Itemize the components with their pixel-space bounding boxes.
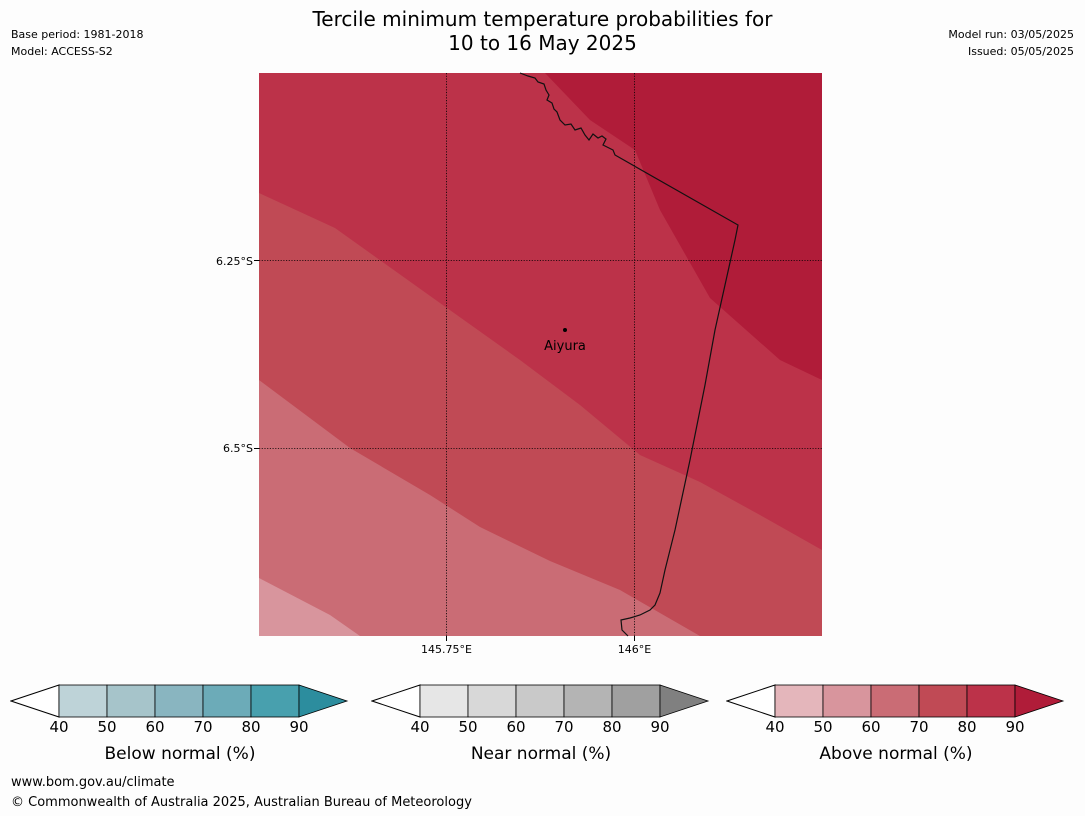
above-tick-40: 40 [765,718,785,736]
colorbar-below-svg [10,684,349,718]
lat-label-6.25: 6.25°S [216,255,253,268]
above-tick-50: 50 [813,718,833,736]
colorbar-above-label: Above normal (%) [819,744,973,764]
chart-title: Tercile minimum temperature probabilitie… [0,7,1085,55]
below-cell-70-80 [202,684,252,718]
colorbar-near-svg [371,684,710,718]
above-tick-60: 60 [861,718,881,736]
colorbar-above-normal [726,684,1066,720]
model-text: Model: ACCESS-S2 [11,45,113,58]
lat-label-6.5: 6.5°S [223,442,253,455]
footer-url: www.bom.gov.au/climate [11,775,175,790]
colorbar-above-svg [726,684,1065,718]
lon-label-146: 146°E [618,643,651,656]
below-over-arrow [298,684,349,718]
above-cell-50-60 [822,684,872,718]
below-tick-40: 40 [49,718,69,736]
above-tick-90: 90 [1005,718,1025,736]
near-tick-90: 90 [650,718,670,736]
issued-text: Issued: 05/05/2025 [967,45,1074,58]
grid-lines [259,73,822,636]
aiyura-marker [563,328,567,332]
region-above-90 [545,73,822,380]
below-tick-60: 60 [145,718,165,736]
lon-tick-marks [446,636,635,641]
below-cell-60-70 [154,684,204,718]
above-tick-70: 70 [909,718,929,736]
below-cell-80-90 [250,684,300,718]
lon-label-145.75: 145.75°E [421,643,472,656]
lat-tick-marks [254,260,259,449]
above-cell-70-80 [918,684,968,718]
above-cell-80-90 [966,684,1016,718]
title-line-2: 10 to 16 May 2025 [448,31,637,55]
title-line-1: Tercile minimum temperature probabilitie… [312,7,773,31]
near-cell-70-80 [563,684,613,718]
near-tick-80: 80 [602,718,622,736]
below-tick-50: 50 [97,718,117,736]
above-cell-40-50 [774,684,824,718]
near-tick-40: 40 [410,718,430,736]
near-tick-70: 70 [554,718,574,736]
below-cell-40-50 [58,684,108,718]
near-over-arrow [659,684,710,718]
model-run-text: Model run: 03/05/2025 [948,28,1074,41]
meta-left: Base period: 1981-2018 Model: ACCESS-S2 [11,26,143,60]
below-cell-50-60 [106,684,156,718]
footer-copyright: © Commonwealth of Australia 2025, Austra… [11,795,472,810]
region-above-50-60 [259,578,360,636]
base-period-text: Base period: 1981-2018 [11,28,144,41]
near-cell-50-60 [467,684,517,718]
colorbar-below-label: Below normal (%) [104,744,256,764]
near-cell-40-50 [419,684,469,718]
aiyura-label: Aiyura [544,339,586,354]
below-tick-90: 90 [289,718,309,736]
near-tick-60: 60 [506,718,526,736]
near-tick-50: 50 [458,718,478,736]
colorbar-near-label: Near normal (%) [470,744,612,764]
above-cell-60-70 [870,684,920,718]
near-cell-80-90 [611,684,661,718]
probability-map: Aiyura 6.25°S 6.5°S 145.75°E 146°E [216,72,822,656]
above-over-arrow [1014,684,1065,718]
border-line [519,72,739,637]
meta-right: Model run: 03/05/2025 Issued: 05/05/2025 [948,26,1074,60]
region-above-60-70 [259,380,700,636]
below-tick-70: 70 [193,718,213,736]
colorbar-near-normal [371,684,711,720]
above-tick-80: 80 [957,718,977,736]
colorbar-below-normal [10,684,350,720]
below-tick-80: 80 [241,718,261,736]
near-cell-60-70 [515,684,565,718]
